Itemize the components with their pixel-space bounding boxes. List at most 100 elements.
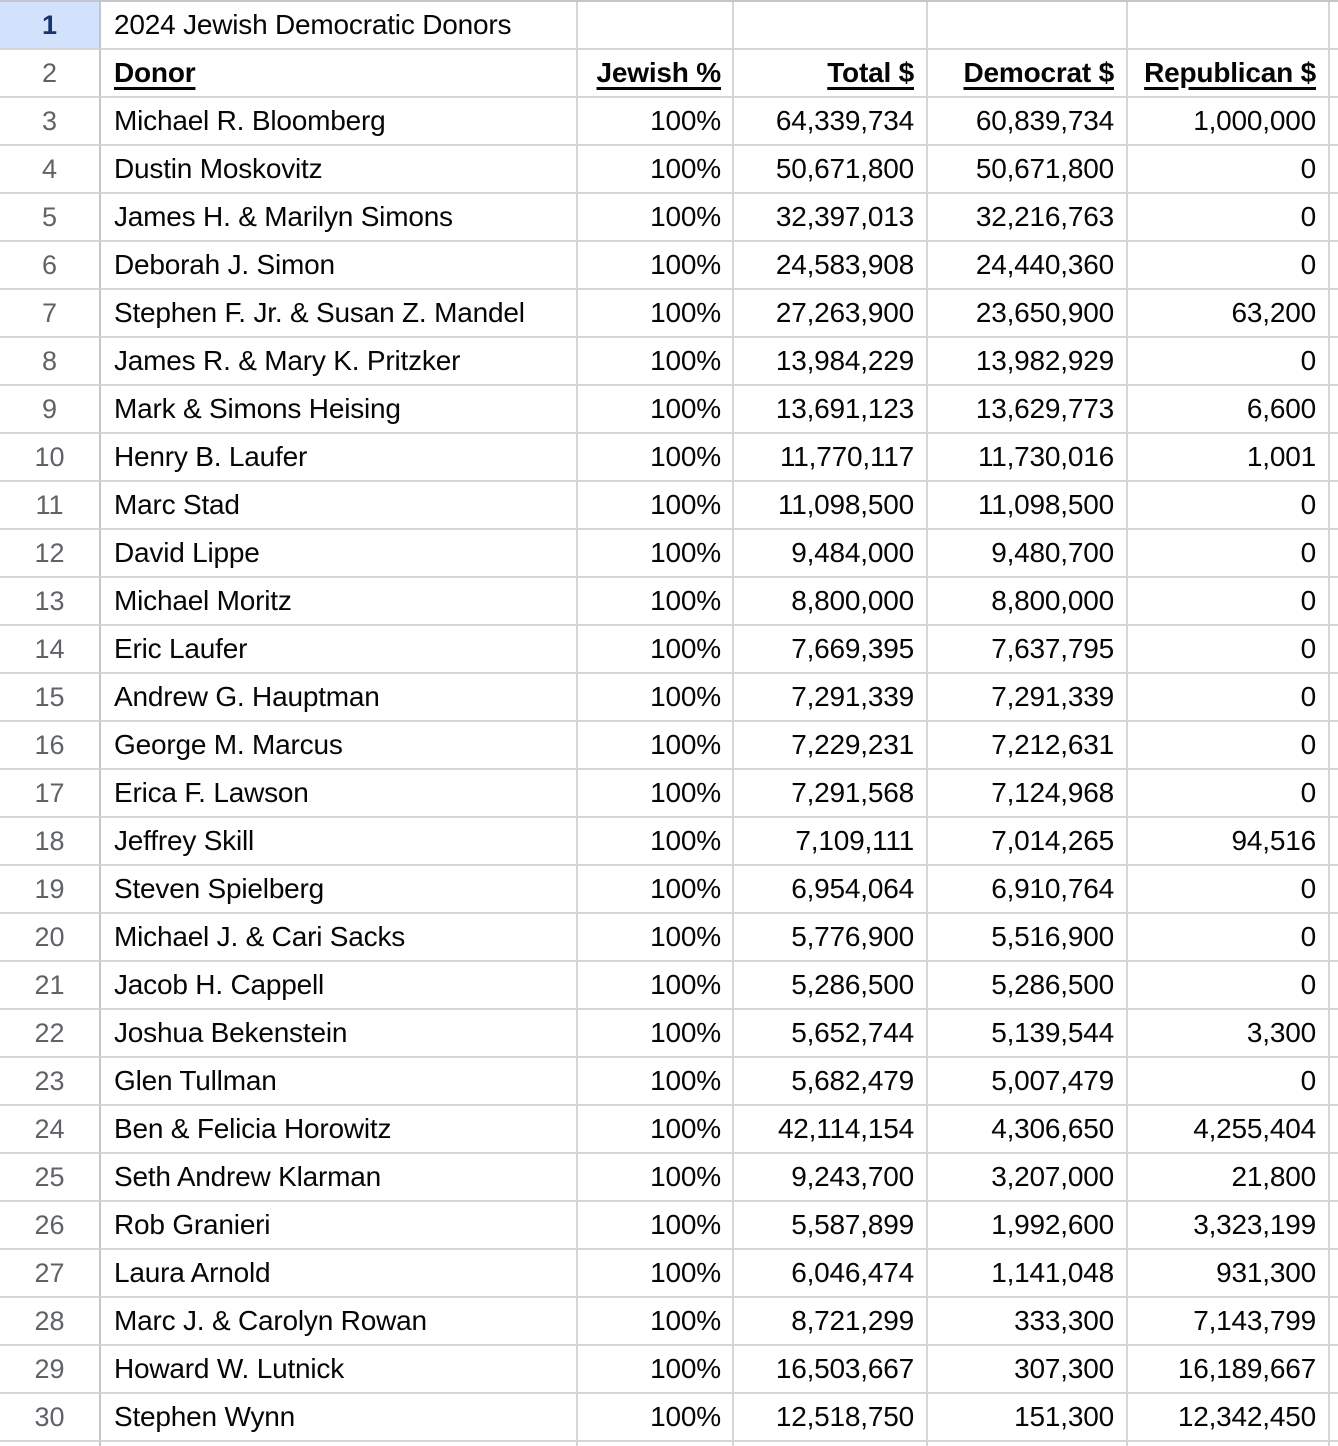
header-cell-total[interactable]: Total $	[734, 50, 928, 98]
cell-jewish-pct[interactable]: 100%	[578, 338, 734, 386]
cell-total[interactable]: 11,098,500	[734, 482, 928, 530]
row-number[interactable]: 13	[0, 578, 101, 626]
cell-jewish-pct[interactable]: 100%	[578, 818, 734, 866]
row-number[interactable]: 4	[0, 146, 101, 194]
cell-democrat[interactable]: 13,982,929	[928, 338, 1128, 386]
row-number[interactable]: 24	[0, 1106, 101, 1154]
cell-republican[interactable]: 0	[1128, 578, 1330, 626]
cell-total[interactable]: 42,114,154	[734, 1106, 928, 1154]
row-number[interactable]: 9	[0, 386, 101, 434]
cell-donor[interactable]: Marc J. & Carolyn Rowan	[101, 1298, 578, 1346]
cell-donor[interactable]: James R. & Mary K. Pritzker	[101, 338, 578, 386]
cell-total[interactable]: 7,669,395	[734, 626, 928, 674]
row-number[interactable]	[0, 1442, 101, 1446]
cell-republican[interactable]: 1,000,000	[1128, 98, 1330, 146]
cell-democrat[interactable]: 24,440,360	[928, 242, 1128, 290]
partial-column-cell[interactable]	[1330, 674, 1338, 722]
cell-democrat[interactable]: 8,800,000	[928, 578, 1128, 626]
cell-donor[interactable]: Michael Moritz	[101, 578, 578, 626]
cell-total[interactable]: 64,339,734	[734, 98, 928, 146]
cell-jewish-pct[interactable]: 100%	[578, 914, 734, 962]
partial-column-cell[interactable]	[1330, 1106, 1338, 1154]
cell-democrat[interactable]: 6,910,764	[928, 866, 1128, 914]
cell-donor[interactable]: James H. & Marilyn Simons	[101, 194, 578, 242]
cell-donor[interactable]: Seth Andrew Klarman	[101, 1154, 578, 1202]
row-number[interactable]: 18	[0, 818, 101, 866]
cell-jewish-pct[interactable]: 100%	[578, 626, 734, 674]
cell-jewish-pct[interactable]: 100%	[578, 290, 734, 338]
cell-jewish-pct[interactable]: 100%	[578, 1058, 734, 1106]
cell-jewish-pct[interactable]: 100%	[578, 866, 734, 914]
partial-column-cell[interactable]	[1330, 770, 1338, 818]
cell-donor[interactable]: Ben & Felicia Horowitz	[101, 1106, 578, 1154]
cell-jewish-pct[interactable]: 100%	[578, 146, 734, 194]
cell-republican[interactable]: 0	[1128, 242, 1330, 290]
cell-donor[interactable]: Eric Laufer	[101, 626, 578, 674]
empty-cell[interactable]	[734, 2, 928, 50]
cell-donor[interactable]: Joshua Bekenstein	[101, 1010, 578, 1058]
cell-republican[interactable]: 0	[1128, 674, 1330, 722]
row-number[interactable]: 7	[0, 290, 101, 338]
empty-cell[interactable]	[734, 1442, 928, 1446]
cell-jewish-pct[interactable]: 100%	[578, 242, 734, 290]
cell-total[interactable]: 11,770,117	[734, 434, 928, 482]
partial-column-cell[interactable]	[1330, 290, 1338, 338]
partial-column-cell[interactable]	[1330, 818, 1338, 866]
partial-column-cell[interactable]	[1330, 434, 1338, 482]
empty-cell[interactable]	[1128, 2, 1330, 50]
partial-column-cell[interactable]	[1330, 146, 1338, 194]
cell-jewish-pct[interactable]: 100%	[578, 722, 734, 770]
cell-total[interactable]: 5,652,744	[734, 1010, 928, 1058]
row-number[interactable]: 5	[0, 194, 101, 242]
cell-republican[interactable]: 0	[1128, 722, 1330, 770]
cell-donor[interactable]: Mark & Simons Heising	[101, 386, 578, 434]
cell-jewish-pct[interactable]: 100%	[578, 1154, 734, 1202]
cell-democrat[interactable]: 32,216,763	[928, 194, 1128, 242]
cell-republican[interactable]: 6,600	[1128, 386, 1330, 434]
cell-democrat[interactable]: 11,730,016	[928, 434, 1128, 482]
partial-column-cell[interactable]	[1330, 722, 1338, 770]
cell-total[interactable]: 7,109,111	[734, 818, 928, 866]
row-number[interactable]: 8	[0, 338, 101, 386]
cell-republican[interactable]: 0	[1128, 1058, 1330, 1106]
cell-democrat[interactable]: 7,124,968	[928, 770, 1128, 818]
empty-cell[interactable]	[1128, 1442, 1330, 1446]
cell-jewish-pct[interactable]: 100%	[578, 1106, 734, 1154]
cell-jewish-pct[interactable]: 100%	[578, 1010, 734, 1058]
cell-donor[interactable]: Glen Tullman	[101, 1058, 578, 1106]
cell-total[interactable]: 5,776,900	[734, 914, 928, 962]
cell-donor[interactable]: Laura Arnold	[101, 1250, 578, 1298]
cell-jewish-pct[interactable]: 100%	[578, 194, 734, 242]
cell-republican[interactable]: 94,516	[1128, 818, 1330, 866]
title-cell[interactable]: 2024 Jewish Democratic Donors	[101, 2, 578, 50]
cell-republican[interactable]: 0	[1128, 626, 1330, 674]
cell-donor[interactable]: Michael J. & Cari Sacks	[101, 914, 578, 962]
cell-democrat[interactable]: 7,637,795	[928, 626, 1128, 674]
cell-total[interactable]: 13,691,123	[734, 386, 928, 434]
partial-column-cell[interactable]	[1330, 1442, 1338, 1446]
cell-democrat[interactable]: 50,671,800	[928, 146, 1128, 194]
cell-jewish-pct[interactable]: 100%	[578, 386, 734, 434]
cell-total[interactable]: 5,587,899	[734, 1202, 928, 1250]
cell-total[interactable]: 7,291,568	[734, 770, 928, 818]
cell-republican[interactable]: 931,300	[1128, 1250, 1330, 1298]
partial-column-cell[interactable]	[1330, 1154, 1338, 1202]
cell-jewish-pct[interactable]: 100%	[578, 434, 734, 482]
row-number[interactable]: 20	[0, 914, 101, 962]
cell-donor[interactable]: Howard W. Lutnick	[101, 1346, 578, 1394]
partial-column-cell[interactable]	[1330, 914, 1338, 962]
cell-total[interactable]: 5,682,479	[734, 1058, 928, 1106]
cell-republican[interactable]: 0	[1128, 962, 1330, 1010]
cell-republican[interactable]: 0	[1128, 146, 1330, 194]
cell-republican[interactable]: 21,800	[1128, 1154, 1330, 1202]
cell-republican[interactable]: 3,323,199	[1128, 1202, 1330, 1250]
header-cell-donor[interactable]: Donor	[101, 50, 578, 98]
partial-column-cell[interactable]	[1330, 626, 1338, 674]
row-number[interactable]: 29	[0, 1346, 101, 1394]
cell-jewish-pct[interactable]: 100%	[578, 770, 734, 818]
partial-column-cell[interactable]	[1330, 50, 1338, 98]
cell-total[interactable]: 8,800,000	[734, 578, 928, 626]
row-number[interactable]: 22	[0, 1010, 101, 1058]
cell-jewish-pct[interactable]: 100%	[578, 674, 734, 722]
row-number[interactable]: 17	[0, 770, 101, 818]
